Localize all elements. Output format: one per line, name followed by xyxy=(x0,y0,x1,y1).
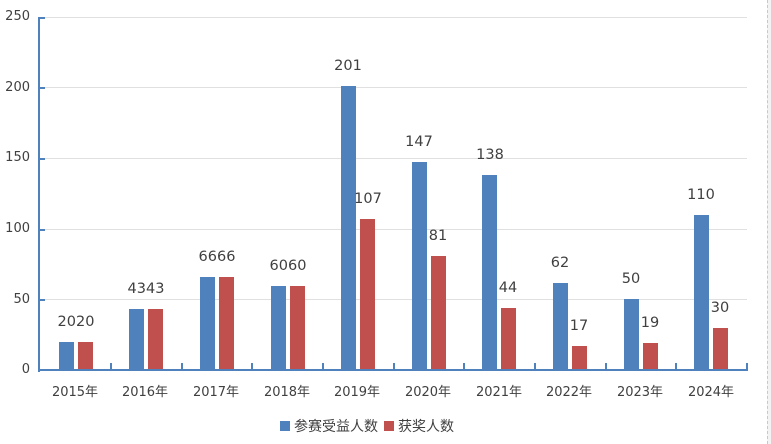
bar-awards-2019 xyxy=(360,219,375,370)
legend-label: 获奖人数 xyxy=(398,419,454,435)
x-tick xyxy=(251,363,253,370)
x-axis xyxy=(38,369,748,371)
gridline xyxy=(40,158,747,159)
y-tick xyxy=(38,229,45,231)
x-tick-label: 2019年 xyxy=(333,385,381,400)
y-tick-label: 250 xyxy=(5,9,30,24)
bar-participants-2019 xyxy=(341,86,356,370)
data-label: 30 xyxy=(710,300,730,316)
x-tick xyxy=(110,363,112,370)
bar-awards-2023 xyxy=(643,343,658,370)
bar-participants-2018 xyxy=(271,286,286,370)
data-label: 6666 xyxy=(198,249,236,265)
legend: 参赛受益人数 获奖人数 xyxy=(280,416,460,436)
x-tick xyxy=(746,363,748,370)
bar-participants-2022 xyxy=(553,283,568,370)
x-tick-label: 2021年 xyxy=(475,385,523,400)
data-label: 81 xyxy=(428,228,448,244)
x-tick-label: 2015年 xyxy=(51,385,99,400)
bar-awards-2018 xyxy=(290,286,305,370)
data-label: 19 xyxy=(640,315,660,331)
window-edge xyxy=(767,0,771,444)
x-tick xyxy=(322,363,324,370)
legend-swatch-red xyxy=(384,421,394,431)
gridline xyxy=(40,229,747,230)
bar-participants-2023 xyxy=(624,299,639,370)
data-label: 201 xyxy=(334,58,362,74)
data-label: 147 xyxy=(405,134,433,150)
x-tick xyxy=(605,363,607,370)
data-label: 17 xyxy=(569,318,589,334)
gridline xyxy=(40,87,747,88)
x-tick xyxy=(393,363,395,370)
data-label: 2020 xyxy=(57,314,95,330)
bar-participants-2021 xyxy=(482,175,497,370)
bar-awards-2017 xyxy=(219,277,234,370)
x-tick-label: 2016年 xyxy=(121,385,169,400)
x-tick-label: 2020年 xyxy=(404,385,452,400)
x-tick xyxy=(534,363,536,370)
y-tick xyxy=(38,17,45,19)
x-tick-label: 2018年 xyxy=(263,385,311,400)
y-tick xyxy=(38,87,45,89)
bar-awards-2016 xyxy=(148,309,163,370)
x-tick-label: 2022年 xyxy=(545,385,593,400)
x-tick-label: 2017年 xyxy=(192,385,240,400)
bar-participants-2016 xyxy=(129,309,144,370)
x-tick-label: 2023年 xyxy=(616,385,664,400)
x-tick-label: 2024年 xyxy=(687,385,735,400)
legend-label: 参赛受益人数 xyxy=(294,419,378,435)
data-label: 110 xyxy=(687,187,715,203)
gridline xyxy=(40,17,747,18)
y-tick xyxy=(38,299,45,301)
y-tick-label: 50 xyxy=(13,292,30,307)
legend-item-awards: 获奖人数 xyxy=(384,416,454,436)
bar-awards-2021 xyxy=(501,308,516,370)
y-tick-label: 100 xyxy=(5,221,30,236)
legend-swatch-blue xyxy=(280,421,290,431)
bar-participants-2024 xyxy=(694,215,709,370)
data-label: 44 xyxy=(498,280,518,296)
gridline xyxy=(40,299,747,300)
x-tick xyxy=(181,363,183,370)
legend-item-participants: 参赛受益人数 xyxy=(280,416,378,436)
y-tick-label: 200 xyxy=(5,80,30,95)
y-tick-label: 150 xyxy=(5,150,30,165)
data-label: 107 xyxy=(354,191,382,207)
data-label: 50 xyxy=(621,271,641,287)
bar-participants-2017 xyxy=(200,277,215,370)
x-tick xyxy=(463,363,465,370)
data-label: 62 xyxy=(550,255,570,271)
x-tick xyxy=(675,363,677,370)
data-label: 138 xyxy=(476,147,504,163)
data-label: 6060 xyxy=(269,258,307,274)
bar-awards-2020 xyxy=(431,256,446,370)
bar-participants-2020 xyxy=(412,162,427,370)
bar-participants-2015 xyxy=(59,342,74,370)
bar-awards-2024 xyxy=(713,328,728,370)
y-tick xyxy=(38,158,45,160)
bar-awards-2022 xyxy=(572,346,587,370)
bar-awards-2015 xyxy=(78,342,93,370)
y-axis xyxy=(38,17,40,372)
y-tick-label: 0 xyxy=(21,362,30,377)
data-label: 4343 xyxy=(127,281,165,297)
